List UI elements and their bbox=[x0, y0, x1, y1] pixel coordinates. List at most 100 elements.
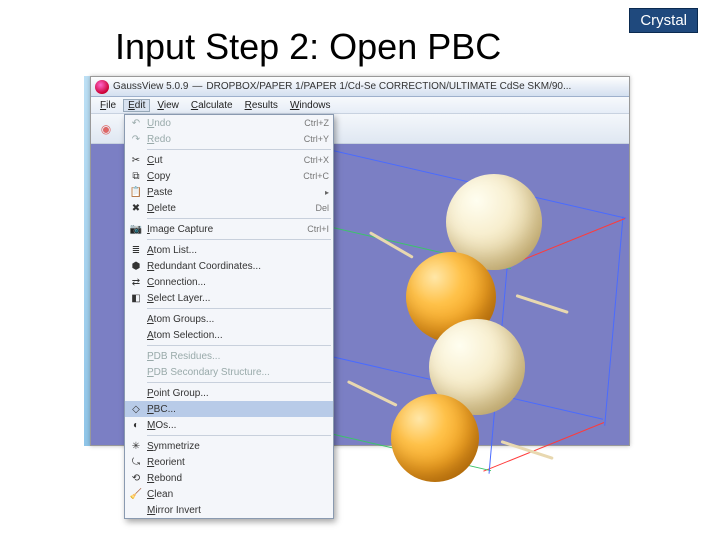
menu-item-icon bbox=[127, 349, 145, 363]
menu-item-label: Undo bbox=[145, 118, 296, 129]
menu-view[interactable]: View bbox=[152, 99, 184, 112]
menu-item-image-capture[interactable]: 📷Image CaptureCtrl+I bbox=[125, 221, 333, 237]
document-path: DROPBOX/PAPER 1/PAPER 1/Cd-Se CORRECTION… bbox=[206, 81, 571, 92]
gaussview-window: GaussView 5.0.9 — DROPBOX/PAPER 1/PAPER … bbox=[90, 76, 630, 446]
menu-item-pdb-residues: PDB Residues... bbox=[125, 348, 333, 364]
bond bbox=[516, 294, 569, 314]
menu-item-icon: 🧹 bbox=[127, 487, 145, 501]
menu-item-icon: ◇ bbox=[127, 402, 145, 416]
cell-edge bbox=[483, 422, 604, 472]
menu-item-pbc[interactable]: ◇PBC... bbox=[125, 401, 333, 417]
menu-item-redo: ↷RedoCtrl+Y bbox=[125, 131, 333, 147]
gaussview-logo-icon bbox=[95, 80, 109, 94]
menu-item-rebond[interactable]: ⟲Rebond bbox=[125, 470, 333, 486]
menu-edit[interactable]: Edit bbox=[123, 99, 150, 112]
menu-item-copy[interactable]: ⧉CopyCtrl+C bbox=[125, 168, 333, 184]
menu-item-label: Symmetrize bbox=[145, 441, 321, 452]
menu-item-icon: ✳ bbox=[127, 439, 145, 453]
menu-item-label: Clean bbox=[145, 489, 321, 500]
bond bbox=[501, 440, 554, 460]
menu-item-point-group[interactable]: Point Group... bbox=[125, 385, 333, 401]
menu-item-icon: ↶ bbox=[127, 116, 145, 130]
menu-item-symmetrize[interactable]: ✳Symmetrize bbox=[125, 438, 333, 454]
menu-item-label: Redo bbox=[145, 134, 296, 145]
app-name: GaussView 5.0.9 bbox=[113, 81, 188, 92]
menu-item-icon bbox=[127, 312, 145, 326]
menu-item-icon bbox=[127, 503, 145, 517]
menu-item-redundant-coordinates[interactable]: ⬢Redundant Coordinates... bbox=[125, 258, 333, 274]
menu-item-select-layer[interactable]: ◧Select Layer... bbox=[125, 290, 333, 306]
menu-separator bbox=[147, 239, 331, 240]
menu-item-label: MOs... bbox=[145, 420, 321, 431]
menu-item-icon bbox=[127, 328, 145, 342]
menu-item-icon: ◐ bbox=[127, 418, 145, 432]
menu-item-paste[interactable]: 📋Paste▸ bbox=[125, 184, 333, 200]
menu-separator bbox=[147, 218, 331, 219]
menu-item-icon: ⇄ bbox=[127, 275, 145, 289]
menu-item-label: Mirror Invert bbox=[145, 505, 321, 516]
menu-item-mirror-invert[interactable]: Mirror Invert bbox=[125, 502, 333, 518]
slide-title: Input Step 2: Open PBC bbox=[115, 26, 501, 68]
menu-item-label: Rebond bbox=[145, 473, 321, 484]
crystal-badge: Crystal bbox=[629, 8, 698, 33]
menu-item-connection[interactable]: ⇄Connection... bbox=[125, 274, 333, 290]
menu-item-shortcut: Ctrl+X bbox=[296, 155, 329, 165]
menu-item-shortcut: Ctrl+C bbox=[295, 171, 329, 181]
menu-item-atom-selection[interactable]: Atom Selection... bbox=[125, 327, 333, 343]
menu-calculate[interactable]: Calculate bbox=[186, 99, 238, 112]
menu-item-shortcut: Del bbox=[307, 203, 329, 213]
edit-menu-dropdown: ↶UndoCtrl+Z↷RedoCtrl+Y✂CutCtrl+X⧉CopyCtr… bbox=[124, 114, 334, 519]
menu-item-label: Delete bbox=[145, 203, 307, 214]
submenu-arrow-icon: ▸ bbox=[325, 188, 329, 197]
menu-item-shortcut: Ctrl+Z bbox=[296, 118, 329, 128]
menu-item-label: Copy bbox=[145, 171, 295, 182]
menu-item-icon: ⤿ bbox=[127, 455, 145, 469]
menu-item-label: Reorient bbox=[145, 457, 321, 468]
menu-file[interactable]: File bbox=[95, 99, 121, 112]
menu-item-label: Atom List... bbox=[145, 245, 321, 256]
menu-item-label: Point Group... bbox=[145, 388, 321, 399]
slide-root: Crystal Input Step 2: Open PBC PBC Gauss… bbox=[0, 0, 720, 540]
menu-item-atom-groups[interactable]: Atom Groups... bbox=[125, 311, 333, 327]
window-titlebar[interactable]: GaussView 5.0.9 — DROPBOX/PAPER 1/PAPER … bbox=[91, 77, 629, 97]
menu-item-clean[interactable]: 🧹Clean bbox=[125, 486, 333, 502]
toolbar-btn-1[interactable]: ◉ bbox=[95, 118, 117, 140]
menu-item-label: Atom Selection... bbox=[145, 330, 321, 341]
menu-item-label: Paste bbox=[145, 187, 325, 198]
menu-item-label: Redundant Coordinates... bbox=[145, 261, 321, 272]
menu-item-icon bbox=[127, 365, 145, 379]
menu-item-label: Connection... bbox=[145, 277, 321, 288]
menu-item-icon: ↷ bbox=[127, 132, 145, 146]
menu-item-label: Select Layer... bbox=[145, 293, 321, 304]
menu-item-label: PBC... bbox=[145, 404, 321, 415]
menu-item-icon: ⟲ bbox=[127, 471, 145, 485]
menu-item-label: Image Capture bbox=[145, 224, 299, 235]
cell-edge bbox=[604, 216, 623, 425]
menu-separator bbox=[147, 308, 331, 309]
title-separator: — bbox=[192, 81, 202, 92]
menu-item-label: Atom Groups... bbox=[145, 314, 321, 325]
menu-item-shortcut: Ctrl+Y bbox=[296, 134, 329, 144]
menu-item-delete[interactable]: ✖DeleteDel bbox=[125, 200, 333, 216]
menu-item-icon: ✂ bbox=[127, 153, 145, 167]
menu-item-reorient[interactable]: ⤿Reorient bbox=[125, 454, 333, 470]
menu-item-atom-list[interactable]: ≣Atom List... bbox=[125, 242, 333, 258]
menu-item-mos[interactable]: ◐MOs... bbox=[125, 417, 333, 433]
menu-item-icon: ≣ bbox=[127, 243, 145, 257]
menu-item-pdb-secondary-structure: PDB Secondary Structure... bbox=[125, 364, 333, 380]
menu-item-cut[interactable]: ✂CutCtrl+X bbox=[125, 152, 333, 168]
menubar[interactable]: FileEditViewCalculateResultsWindows bbox=[91, 97, 629, 114]
menu-item-icon: 📋 bbox=[127, 185, 145, 199]
menu-item-icon: ◧ bbox=[127, 291, 145, 305]
atom-se[interactable] bbox=[391, 394, 479, 482]
menu-separator bbox=[147, 345, 331, 346]
menu-separator bbox=[147, 149, 331, 150]
menu-item-shortcut: Ctrl+I bbox=[299, 224, 329, 234]
bond bbox=[347, 380, 398, 407]
menu-item-undo: ↶UndoCtrl+Z bbox=[125, 115, 333, 131]
menu-results[interactable]: Results bbox=[240, 99, 283, 112]
menu-separator bbox=[147, 435, 331, 436]
menu-item-icon bbox=[127, 386, 145, 400]
menu-separator bbox=[147, 382, 331, 383]
menu-windows[interactable]: Windows bbox=[285, 99, 336, 112]
